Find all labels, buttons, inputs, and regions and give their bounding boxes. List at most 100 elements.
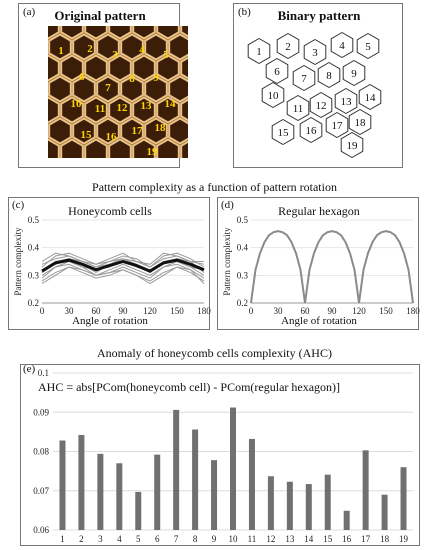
binary-cell-number: 19	[347, 140, 359, 152]
bar-cell-2	[78, 435, 85, 530]
x-tick-label: 120	[352, 306, 366, 316]
binary-cell	[358, 84, 382, 110]
comb-cell	[108, 26, 132, 40]
comb-cell	[72, 33, 96, 61]
cell-number: 14	[165, 98, 177, 110]
comb-cell	[120, 117, 144, 145]
comb-cell	[96, 75, 120, 103]
binary-cell-number: 11	[293, 103, 304, 115]
cell-number: 19	[147, 146, 159, 158]
x-tick-label: 2	[79, 534, 84, 544]
y-tick-label: 0.07	[33, 486, 49, 496]
bar-cell-8	[192, 429, 199, 530]
binary-cell	[299, 117, 323, 143]
x-tick-label: 150	[170, 306, 184, 316]
binary-cell	[265, 58, 289, 84]
binary-cell-number: 6	[274, 66, 280, 78]
comb-cell	[144, 117, 168, 145]
comb-cell	[60, 54, 84, 82]
comb-cell	[180, 26, 188, 38]
comb-cell	[132, 96, 156, 124]
cell-number: 12	[117, 102, 129, 114]
bar-cell-9	[211, 460, 218, 530]
binary-cell-number: 8	[326, 70, 332, 82]
x-tick-label: 10	[229, 534, 239, 544]
binary-cell-number: 10	[268, 90, 280, 102]
ahc-bar-chart: 0.060.070.080.090.11 2 3 4 5 6 7 8 9 10 11 12 13 14 15…	[33, 368, 413, 544]
x-tick-label: 1	[60, 534, 64, 544]
x-tick-label: 6	[155, 534, 160, 544]
panel-ahc-chart: (e) AHC = abs[PCom(honeycomb cell) - PCo…	[20, 363, 420, 546]
cell-number: 2	[87, 43, 93, 55]
y-axis-label: Pattern complexity	[13, 227, 23, 296]
comb-cell	[72, 117, 96, 145]
binary-cell	[340, 132, 364, 158]
bar-cell-10	[230, 407, 236, 530]
comb-cell	[96, 33, 120, 61]
ahc-formula: AHC = abs[PCom(honeycomb cell) - PCom(re…	[38, 380, 341, 394]
comb-cell	[60, 138, 84, 158]
comb-cell	[72, 75, 96, 103]
y-tick-label: 0.3	[28, 270, 40, 280]
comb-cell	[60, 26, 84, 40]
comb-cell	[48, 138, 60, 158]
panel-c-label: (c)	[12, 199, 25, 211]
comb-cell	[108, 96, 132, 124]
x-tick-label: 180	[197, 306, 211, 316]
x-tick-label: 8	[193, 534, 198, 544]
binary-cell-number: 1	[256, 46, 262, 58]
panel-honeycomb-cells-chart: (c) Honeycomb cells 0.2 0.3 0.4 0.5 0 30 60 90 1…	[8, 197, 211, 330]
x-tick-label: 15	[323, 534, 333, 544]
panel-original-pattern: (a) Original pattern 1 2 3 4 5 6 7 8 9 10 11 12 13 14…	[18, 3, 188, 168]
x-tick-label: 60	[301, 306, 311, 316]
binary-cell-number: 9	[351, 68, 357, 80]
x-tick-label: 0	[40, 306, 45, 316]
binary-cell-number: 16	[306, 125, 318, 137]
bar-cell-18	[381, 494, 388, 530]
binary-cell-number: 13	[341, 96, 353, 108]
comb-cell	[180, 98, 188, 122]
panel-c-xlabel: Angle of rotation	[72, 315, 148, 327]
comb-cell	[168, 117, 188, 145]
cell-series-line	[41, 266, 205, 285]
x-tick-label: 120	[143, 306, 157, 316]
bar-cell-17	[362, 450, 369, 530]
cell-number: 13	[141, 100, 153, 112]
x-tick-label: 150	[379, 306, 393, 316]
comb-cell	[144, 33, 168, 61]
binary-cell	[303, 39, 327, 65]
bar-cell-7	[173, 409, 180, 530]
binary-cell	[356, 33, 380, 59]
x-tick-label: 5	[136, 534, 141, 544]
hexagon-series-line	[250, 230, 414, 304]
y-tick-label: 0.5	[237, 215, 249, 225]
x-tick-label: 30	[65, 306, 75, 316]
cell-number: 9	[153, 72, 159, 84]
cell-number: 6	[79, 71, 85, 83]
panel-d-title: Regular hexagon	[278, 204, 360, 218]
comb-cell	[168, 33, 188, 61]
binary-cell-number: 5	[365, 41, 371, 53]
panel-b-title: Binary pattern	[277, 8, 361, 23]
panel-a-label: (a)	[23, 6, 36, 18]
cell-number: 11	[95, 103, 105, 115]
binary-cell-number: 7	[301, 73, 307, 85]
binary-cell-number: 18	[355, 117, 367, 129]
binary-cell	[247, 38, 271, 64]
y-tick-label: 0.5	[28, 215, 40, 225]
cell-number: 7	[105, 82, 111, 94]
x-tick-label: 0	[249, 306, 254, 316]
regular-hexagon-plot: 0.2 0.3 0.4 0.5 0 30 60 90 120 150 180 Pattern comp…	[222, 215, 420, 316]
bar-cell-19	[400, 467, 407, 530]
binary-cell-number: 3	[312, 47, 318, 59]
panel-d-xlabel: Angle of rotation	[281, 315, 357, 327]
panel-e-label: (e)	[23, 363, 36, 375]
cell-number: 15	[81, 129, 93, 141]
binary-cell-number: 14	[365, 92, 377, 104]
comb-cell	[180, 56, 188, 80]
x-tick-label: 17	[361, 534, 371, 544]
binary-cell	[271, 119, 295, 145]
comb-cell	[48, 75, 72, 103]
comb-cell	[84, 54, 108, 82]
